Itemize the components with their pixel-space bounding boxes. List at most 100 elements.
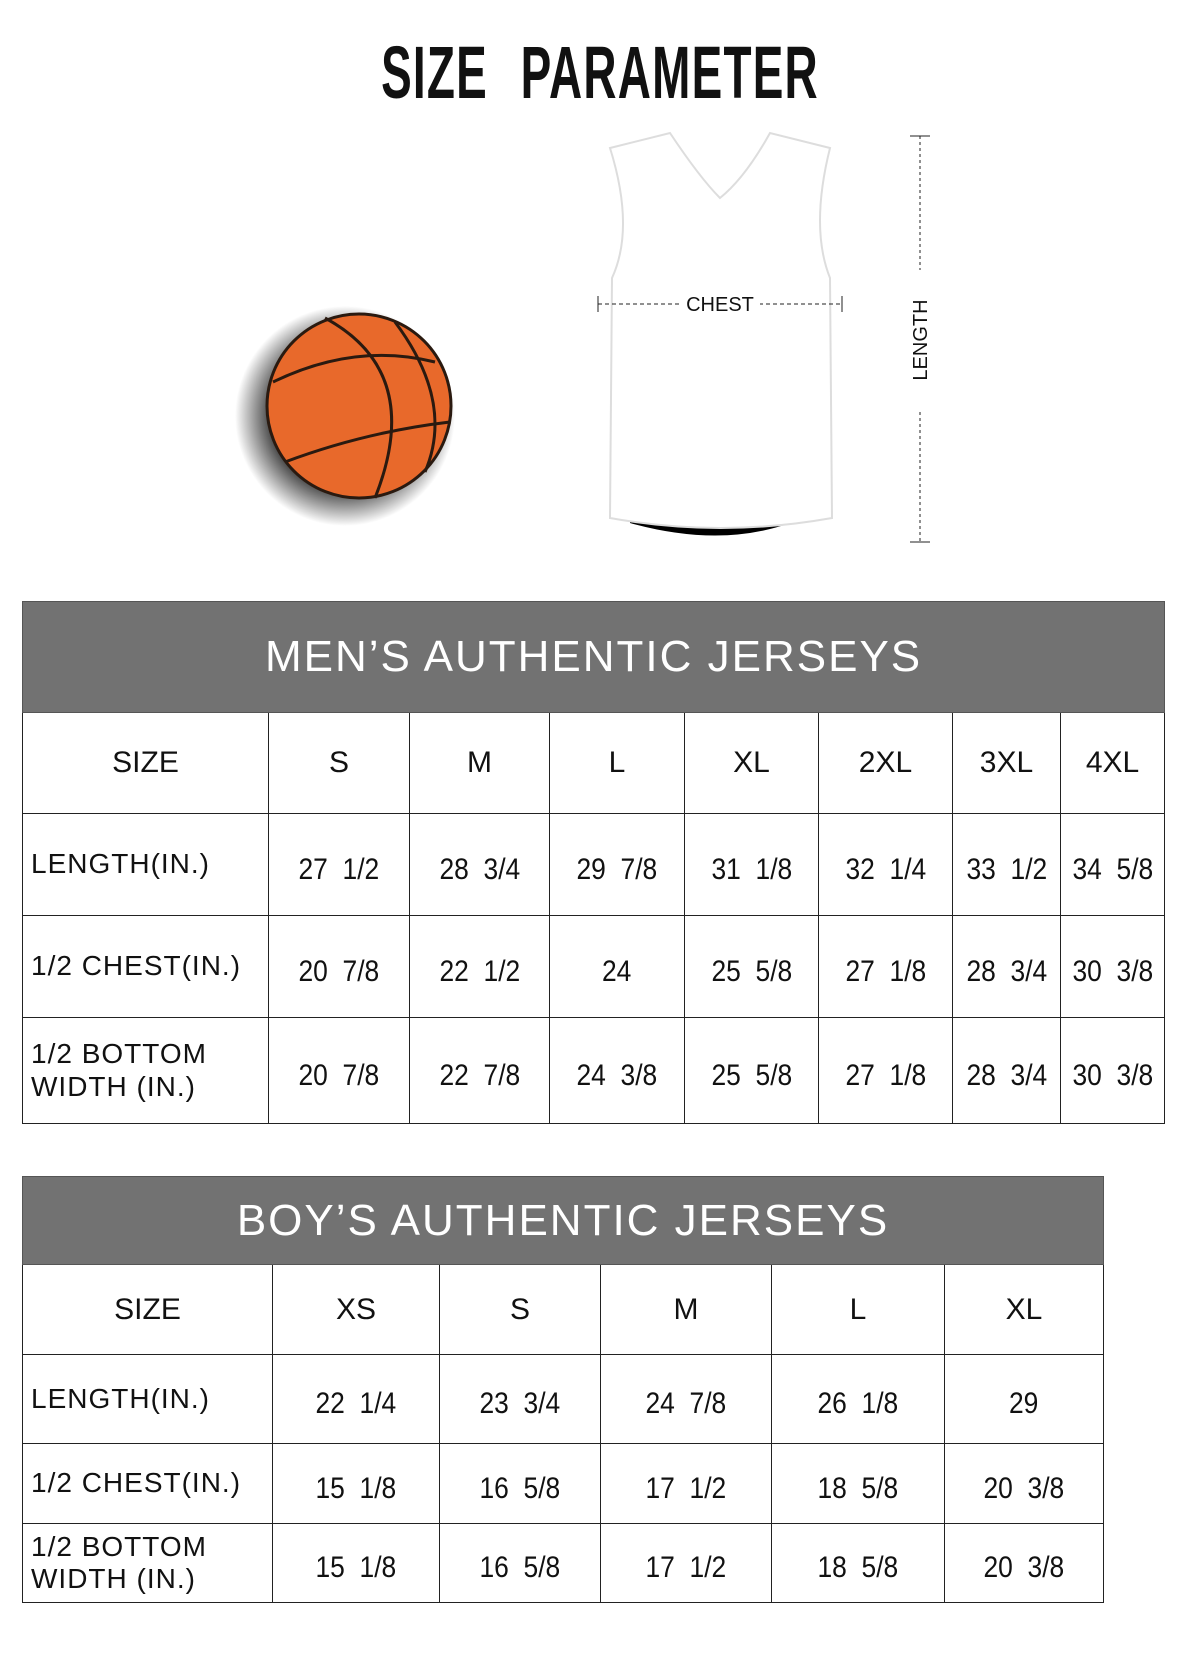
cell-value: 27 1/8 <box>845 954 926 988</box>
cell-value: 20 3/8 <box>983 1471 1065 1505</box>
row-label: LENGTH(IN.) <box>22 813 269 916</box>
table-cell: 26 1/8 <box>771 1354 945 1444</box>
size-header: L <box>549 712 685 814</box>
mens-size-table: MEN’S AUTHENTIC JERSEYS SIZE S M L XL 2X… <box>21 601 1166 1124</box>
table-cell: 30 3/8 <box>1059 1017 1166 1124</box>
cell-value: 16 5/8 <box>479 1471 561 1505</box>
table-cell: 22 1/2 <box>409 915 550 1018</box>
size-header: XL <box>684 712 819 814</box>
cell-value: 24 3/8 <box>576 1058 658 1092</box>
cell-value: 26 1/8 <box>817 1387 899 1420</box>
table-row: 1/2 BOTTOM WIDTH (IN.) 20 7/8 22 7/8 24 3/8… <box>22 1017 1166 1124</box>
cell-value: 20 7/8 <box>298 1058 380 1092</box>
cell-value: 29 <box>1009 1387 1039 1420</box>
cell-value: 18 5/8 <box>817 1551 899 1584</box>
cell-value: 30 3/8 <box>1072 1058 1153 1092</box>
cell-value: 22 1/2 <box>439 954 520 988</box>
table-cell: 24 <box>549 915 685 1018</box>
cell-value: 23 3/4 <box>479 1387 561 1420</box>
table-row: 1/2 CHEST(IN.) 20 7/8 22 1/2 24 25 5/8 27 1/8… <box>22 915 1166 1018</box>
table-cell: 20 3/8 <box>943 1443 1105 1524</box>
cell-value: 20 7/8 <box>298 954 380 988</box>
cell-value: 28 3/4 <box>966 1058 1047 1092</box>
size-label: SIZE <box>22 712 269 814</box>
size-header: S <box>268 712 410 814</box>
boys-size-table: BOY’S AUTHENTIC JERSEYS SIZE XS S M L XL… <box>21 1176 1105 1603</box>
row-label: 1/2 CHEST(IN.) <box>22 915 269 1018</box>
table-cell: 25 5/8 <box>684 915 819 1018</box>
table-row: LENGTH(IN.) 27 1/2 28 3/4 29 7/8 31 1/8 32 1/… <box>22 813 1166 916</box>
cell-value: 33 1/2 <box>966 852 1047 886</box>
row-label: 1/2 BOTTOM WIDTH (IN.) <box>22 1523 273 1603</box>
row-label: 1/2 BOTTOM WIDTH (IN.) <box>22 1017 269 1124</box>
length-indicator: LENGTH <box>905 135 935 543</box>
page-title: SIZE PARAMETER <box>381 31 819 114</box>
cell-value: 31 1/8 <box>711 852 792 886</box>
table-cell: 23 3/4 <box>439 1354 601 1444</box>
size-label: SIZE <box>22 1264 273 1355</box>
table-cell: 20 7/8 <box>268 915 410 1018</box>
cell-value: 24 7/8 <box>645 1387 727 1420</box>
table-cell: 27 1/8 <box>818 1017 953 1124</box>
size-header: S <box>439 1264 601 1355</box>
cell-value: 17 1/2 <box>645 1551 727 1584</box>
table-cell: 20 3/8 <box>943 1523 1105 1603</box>
size-header: 2XL <box>818 712 953 814</box>
table-cell: 28 3/4 <box>952 915 1061 1018</box>
table-cell: 22 1/4 <box>272 1354 440 1444</box>
cell-value: 16 5/8 <box>479 1551 561 1584</box>
chest-label: CHEST <box>686 294 754 316</box>
table-cell: 25 5/8 <box>684 1017 819 1124</box>
cell-value: 29 7/8 <box>576 852 658 886</box>
cell-value: 27 1/2 <box>298 852 380 886</box>
table-cell: 29 7/8 <box>549 813 685 916</box>
size-header: XS <box>272 1264 440 1355</box>
jersey-diagram: CHEST <box>597 131 843 536</box>
table-cell: 17 1/2 <box>600 1523 772 1603</box>
table-cell: 18 5/8 <box>771 1443 945 1524</box>
size-header: M <box>409 712 550 814</box>
table-row: 1/2 BOTTOM WIDTH (IN.) 15 1/8 16 5/8 17 1/2… <box>22 1523 1105 1603</box>
cell-value: 34 5/8 <box>1072 852 1153 886</box>
size-header: L <box>771 1264 945 1355</box>
table-row: 1/2 CHEST(IN.) 15 1/8 16 5/8 17 1/2 18 5/8 20… <box>22 1443 1105 1524</box>
table-cell: 24 3/8 <box>549 1017 685 1124</box>
table-cell: 29 <box>943 1354 1105 1444</box>
size-header: 4XL <box>1059 712 1166 814</box>
table-cell: 34 5/8 <box>1059 813 1166 916</box>
table-cell: 30 3/8 <box>1059 915 1166 1018</box>
cell-value: 17 1/2 <box>645 1471 727 1505</box>
cell-value: 25 5/8 <box>711 954 792 988</box>
cell-value: 20 3/8 <box>983 1551 1065 1584</box>
boys-table-title: BOY’S AUTHENTIC JERSEYS <box>21 1176 1105 1265</box>
cell-value: 24 <box>602 954 632 988</box>
cell-value: 27 1/8 <box>845 1058 926 1092</box>
table-cell: 15 1/8 <box>272 1523 440 1603</box>
cell-value: 28 3/4 <box>966 954 1047 988</box>
size-header-row: SIZE XS S M L XL <box>22 1264 1105 1355</box>
table-cell: 31 1/8 <box>684 813 819 916</box>
table-cell: 18 5/8 <box>771 1523 945 1603</box>
table-row: LENGTH(IN.) 22 1/4 23 3/4 24 7/8 26 1/8 29 <box>22 1354 1105 1444</box>
table-cell: 16 5/8 <box>439 1443 601 1524</box>
table-cell: 15 1/8 <box>272 1443 440 1524</box>
cell-value: 28 3/4 <box>439 852 520 886</box>
table-cell: 27 1/8 <box>818 915 953 1018</box>
table-cell: 24 7/8 <box>600 1354 772 1444</box>
table-cell: 22 7/8 <box>409 1017 550 1124</box>
size-header: 3XL <box>952 712 1061 814</box>
table-cell: 17 1/2 <box>600 1443 772 1524</box>
cell-value: 30 3/8 <box>1072 954 1153 988</box>
table-cell: 27 1/2 <box>268 813 410 916</box>
table-cell: 32 1/4 <box>818 813 953 916</box>
cell-value: 15 1/8 <box>315 1471 397 1505</box>
cell-value: 22 1/4 <box>315 1387 397 1420</box>
table-cell: 20 7/8 <box>268 1017 410 1124</box>
size-header: M <box>600 1264 772 1355</box>
mens-table-title: MEN’S AUTHENTIC JERSEYS <box>21 601 1166 713</box>
cell-value: 25 5/8 <box>711 1058 792 1092</box>
cell-value: 15 1/8 <box>315 1551 397 1584</box>
basketball-icon <box>235 306 455 526</box>
cell-value: 32 1/4 <box>845 852 926 886</box>
size-header: XL <box>943 1264 1105 1355</box>
